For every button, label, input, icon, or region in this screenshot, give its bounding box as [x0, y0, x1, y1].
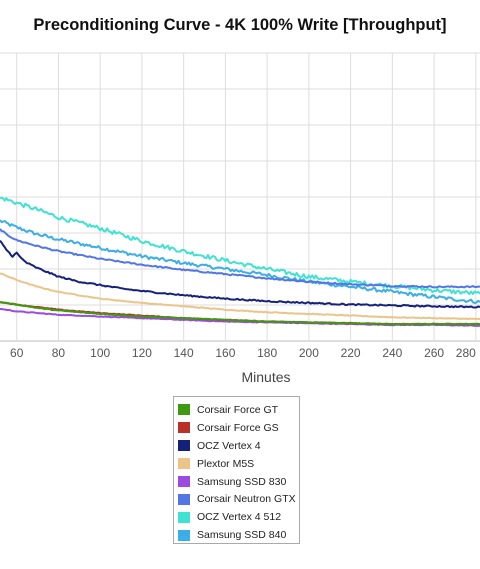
chart-title: Preconditioning Curve - 4K 100% Write [T…: [33, 16, 447, 34]
x-tick-label: 120: [132, 346, 152, 360]
legend: Corsair Force GT Corsair Force GS OCZ Vert…: [173, 396, 300, 544]
x-tick-label: 240: [382, 346, 402, 360]
legend-swatch: [178, 404, 190, 416]
x-tick-label: 280: [456, 346, 476, 360]
series-line-plextor-m5s: [0, 272, 480, 321]
legend-swatch: [178, 493, 190, 505]
legend-swatch: [178, 529, 190, 541]
legend-label: Corsair Force GT: [197, 403, 279, 416]
series-line-ocz-vertex-4: [0, 239, 480, 309]
legend-label: Corsair Force GS: [197, 421, 279, 434]
legend-item[interactable]: Plextor M5S: [174, 455, 299, 473]
grid-lines: [0, 52, 480, 342]
legend-swatch: [178, 440, 190, 452]
legend-item[interactable]: OCZ Vertex 4: [174, 437, 299, 455]
x-tick-label: 160: [215, 346, 235, 360]
legend-item[interactable]: Corsair Force GS: [174, 419, 299, 437]
x-tick-label: 60: [10, 346, 24, 360]
legend-item[interactable]: Samsung SSD 840: [174, 526, 299, 544]
legend-label: OCZ Vertex 4: [197, 439, 261, 452]
legend-item[interactable]: Corsair Force GT: [174, 401, 299, 419]
legend-swatch: [178, 422, 190, 434]
legend-label: Samsung SSD 830: [197, 475, 287, 488]
legend-item[interactable]: Samsung SSD 830: [174, 473, 299, 491]
x-tick-label: 180: [257, 346, 277, 360]
series-lines: [0, 196, 480, 327]
series-line-corsair-neutron-gtx: [0, 228, 480, 289]
x-axis-title: Minutes: [241, 369, 290, 385]
x-tick-label: 220: [341, 346, 361, 360]
x-tick-label: 80: [52, 346, 66, 360]
legend-label: Samsung SSD 840: [197, 529, 287, 542]
x-tick-labels: 60 80 100 120 140 160 180 200 220 240 260 280: [10, 346, 476, 360]
legend-swatch: [178, 458, 190, 470]
legend-label: OCZ Vertex 4 512: [197, 511, 282, 524]
legend-swatch: [178, 511, 190, 523]
x-tick-label: 140: [174, 346, 194, 360]
legend-swatch: [178, 476, 190, 487]
series-line-samsung-ssd-840: [0, 219, 480, 304]
x-tick-label: 200: [299, 346, 319, 360]
legend-label: Corsair Neutron GTX: [197, 493, 296, 506]
series-line-ocz-vertex-4-512: [0, 196, 480, 295]
legend-item[interactable]: Corsair Neutron GTX: [174, 490, 299, 508]
legend-label: Plextor M5S: [197, 457, 255, 470]
legend-item[interactable]: OCZ Vertex 4 512: [174, 508, 299, 526]
series-line-corsair-force-gt: [0, 301, 480, 326]
x-tick-label: 100: [90, 346, 110, 360]
x-tick-label: 260: [424, 346, 444, 360]
